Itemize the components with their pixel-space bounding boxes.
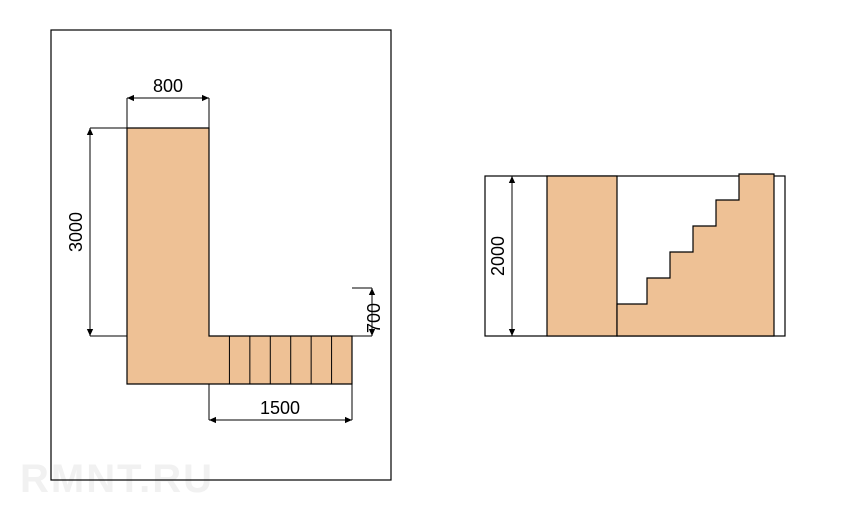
- dimension-label: 700: [364, 303, 384, 333]
- dimension-label: 800: [153, 76, 183, 96]
- plan-shape: [127, 128, 352, 384]
- diagram-canvas: RMNT.RU 800 3000 1500 700 2000: [0, 0, 850, 508]
- section-stairs: [617, 174, 774, 336]
- dimension-label: 3000: [66, 212, 86, 252]
- dimension-label: 2000: [488, 236, 508, 276]
- dimension-label: 1500: [260, 398, 300, 418]
- watermark: RMNT.RU: [20, 457, 214, 501]
- section-wall: [547, 176, 617, 336]
- plan-frame: [51, 30, 391, 480]
